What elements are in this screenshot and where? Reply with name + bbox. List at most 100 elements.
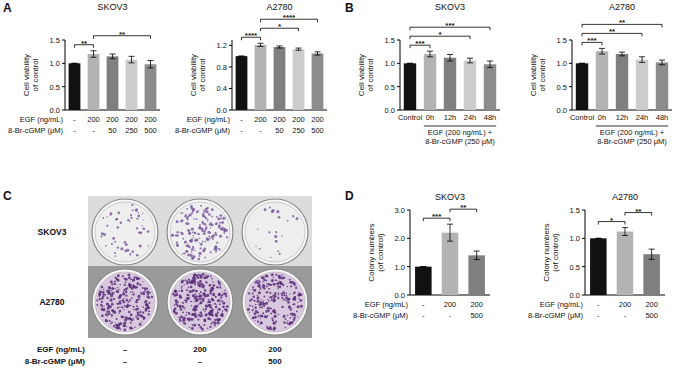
colony [216,304,217,305]
condition-value: 200 [470,300,483,309]
colony [176,244,179,247]
colony [262,286,264,288]
error-stem [622,52,623,56]
chart-title: A2780 [266,2,292,12]
colony [263,296,265,298]
error-bar [91,51,97,58]
x-tick-label: 12h [616,113,629,122]
colony [129,221,131,223]
group-label: 8-Br-cGMP (250 μM) [597,137,667,146]
condition-value: 500 [268,357,282,366]
colony [113,311,116,314]
error-stem [93,51,94,58]
colony [270,296,273,299]
panel-letter: D [345,189,354,203]
colony [271,210,274,213]
colony [208,213,211,216]
colony [101,232,104,235]
colony [262,281,263,282]
colony [109,289,111,291]
colony [196,211,199,214]
chart-title: SKOV3 [435,192,465,202]
colony [117,247,119,249]
colony [182,316,183,317]
marks [69,51,157,110]
colony [128,273,131,276]
y-axis-label: Cell viability [22,54,31,96]
colony [143,227,146,230]
colony [119,294,121,296]
colony [129,253,131,255]
colony [108,305,111,308]
colony [121,300,123,302]
error-cap [474,251,480,252]
colony [257,312,259,314]
error-bar [447,224,453,241]
colony [297,302,298,303]
plate-rim [242,269,308,335]
y-tick [229,45,232,46]
colony [127,219,129,221]
error-cap [447,241,453,242]
colony [135,301,138,304]
colony [210,251,212,253]
y-axis-label: of control [198,58,207,91]
colony [259,324,260,325]
condition-value: 200 [106,115,119,124]
colony [269,296,270,297]
colony [215,314,218,317]
colony [140,311,142,313]
colony [206,281,208,283]
significance-label: ** [609,27,616,36]
colony [222,217,225,220]
colony [205,241,207,243]
colony [206,210,209,213]
colony [211,304,212,305]
significance: *** [423,212,450,221]
colony [187,317,190,320]
colony [119,307,120,308]
colony [182,302,184,304]
x-tick-label: 48h [484,113,497,122]
colony [116,327,119,330]
colony [128,318,130,320]
colony [266,310,267,311]
colony [205,309,207,311]
error-cap [129,62,135,63]
bar [126,60,138,110]
colony [184,307,185,308]
colony [119,310,122,313]
colony [226,305,229,308]
colony [203,324,205,326]
colony [111,322,113,324]
colony [286,322,288,324]
colony [143,319,144,320]
colony [132,279,135,282]
colony [111,284,113,286]
colony [216,286,218,288]
marks [404,51,496,110]
condition-value: 200 [292,115,305,124]
colony [135,308,138,311]
chart: SKOV3Colony numbers(of control)0.01.02.0… [353,192,490,320]
bar [643,254,660,295]
colony [109,291,110,292]
colony [274,311,277,314]
significance: ** [94,30,151,39]
error-cap [487,67,493,68]
colony [151,296,153,298]
colony [175,308,176,309]
colony [257,282,259,284]
error-stem [260,43,261,46]
y-tick-label: 1.0 [557,59,567,68]
colony [180,220,182,222]
error-cap [72,63,78,64]
colony [214,248,217,251]
plate [170,272,230,332]
colony [98,295,100,297]
colony [106,297,108,299]
colony [105,313,108,316]
colony [218,308,221,311]
colony [100,304,103,307]
colony [141,321,142,322]
